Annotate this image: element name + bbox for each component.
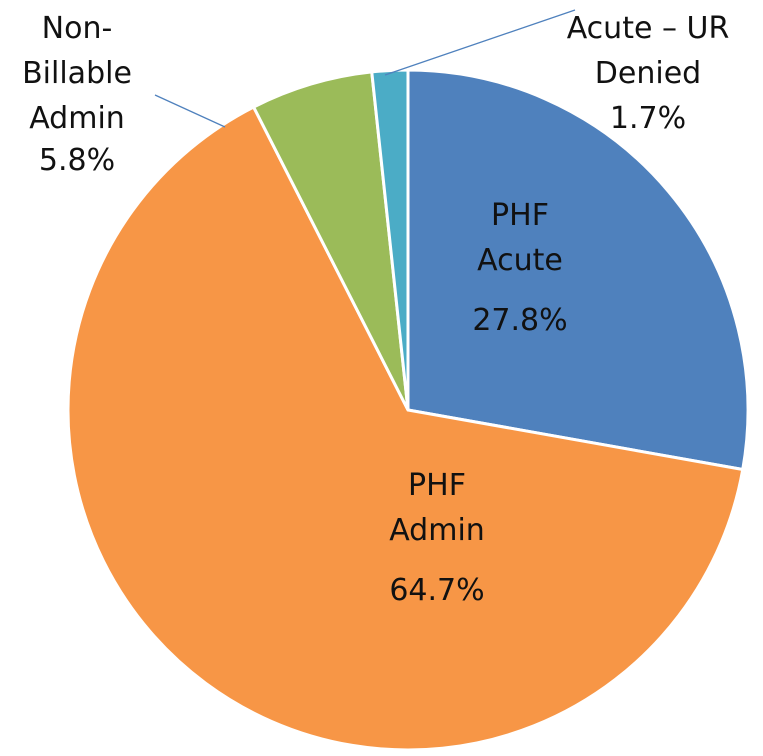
pie-slice: [406, 68, 750, 472]
value-label: 5.8%: [39, 143, 115, 178]
value-label: 1.7%: [610, 101, 686, 136]
category-label: Non-Billable Admin: [22, 11, 132, 136]
leader-line: [384, 9, 576, 76]
pie-slice: [66, 105, 745, 752]
pie-slice: [370, 68, 410, 411]
pie-slice: [251, 70, 410, 411]
category-label: Acute – UR Denied: [567, 11, 730, 91]
category-label: PHF Admin: [389, 468, 485, 548]
value-label: 64.7%: [389, 573, 484, 608]
value-label: 27.8%: [472, 303, 567, 338]
labels: PHF Acute 27.8% PHF Admin 64.7% Non-Billable Ad…: [22, 11, 729, 608]
slices: [66, 68, 750, 752]
leader-line: [154, 94, 226, 128]
category-label: PHF Acute: [477, 198, 563, 278]
